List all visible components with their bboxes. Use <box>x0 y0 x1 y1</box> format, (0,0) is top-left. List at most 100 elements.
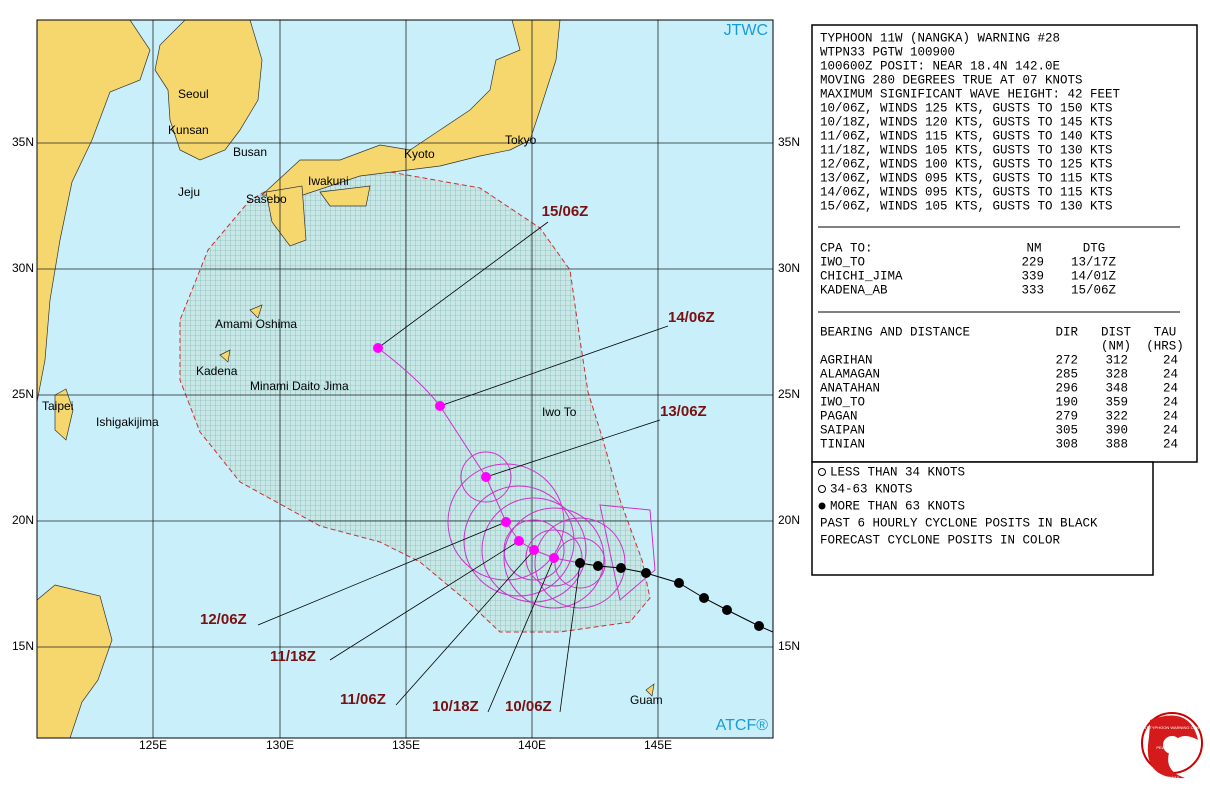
bearing-cell: 279 <box>1055 409 1078 423</box>
panel-line: WTPN33 PGTW 100900 <box>820 45 955 59</box>
info-panel <box>811 24 1198 463</box>
logo-text: PEARL HARBOR <box>1156 745 1187 750</box>
forecast-label: 11/18Z <box>270 648 316 665</box>
lat-label: 25N <box>12 387 34 401</box>
past-position <box>641 568 651 578</box>
panel-line: 10/06Z, WINDS 125 KTS, GUSTS TO 150 KTS <box>820 101 1113 115</box>
panel-line: 13/06Z, WINDS 095 KTS, GUSTS TO 115 KTS <box>820 171 1113 185</box>
place-label: Seoul <box>178 87 209 101</box>
bearing-cell: 24 <box>1163 423 1178 437</box>
legend-symbol <box>818 468 826 476</box>
bearing-cell: TINIAN <box>820 437 865 451</box>
logo <box>1141 712 1203 779</box>
bearing-cell: 348 <box>1105 381 1128 395</box>
bearing-cell: 285 <box>1055 367 1078 381</box>
leader-line <box>487 557 555 713</box>
cpa-header: DTG <box>1083 241 1106 255</box>
legend-symbol <box>818 485 826 493</box>
bearing-cell: ALAMAGAN <box>820 367 880 381</box>
panel-line: TYPHOON 11W (NANGKA) WARNING #28 <box>820 31 1060 45</box>
leader-line <box>485 419 661 478</box>
place-label: Iwakuni <box>308 174 349 188</box>
cpa-header: CPA TO: <box>820 241 873 255</box>
lat-label: 20N <box>12 513 34 527</box>
forecast-label: 12/06Z <box>200 611 247 628</box>
lon-label: 135E <box>392 738 420 752</box>
legend-line: PAST 6 HOURLY CYCLONE POSITS IN BLACK <box>820 516 1098 530</box>
legend-symbol <box>818 502 826 510</box>
place-label: Kyoto <box>404 147 435 161</box>
bearing-cell: 272 <box>1055 353 1078 367</box>
place-label: Jeju <box>178 185 200 199</box>
bearing-cell: 328 <box>1105 367 1128 381</box>
map <box>37 20 773 738</box>
forecast-label: 11/06Z <box>340 691 386 708</box>
lat-label: 35N <box>12 135 34 149</box>
cpa-cell: CHICHI_JIMA <box>820 269 903 283</box>
bearing-cell: 305 <box>1055 423 1078 437</box>
panel-line: 12/06Z, WINDS 100 KTS, GUSTS TO 125 KTS <box>820 157 1113 171</box>
legend-box <box>811 461 1154 576</box>
panel-line: 100600Z POSIT: NEAR 18.4N 142.0E <box>820 59 1060 73</box>
bearing-cell: 24 <box>1163 395 1178 409</box>
legend-line: LESS THAN 34 KNOTS <box>830 465 965 479</box>
lat-label: 35N <box>778 135 800 149</box>
leader-line <box>559 562 581 713</box>
forecast-position <box>529 545 539 555</box>
bearing-cell: AGRIHAN <box>820 353 873 367</box>
leader-line <box>257 521 507 626</box>
forecast-position <box>481 472 491 482</box>
panel-line: MAXIMUM SIGNIFICANT WAVE HEIGHT: 42 FEET <box>820 87 1121 101</box>
lat-label: 15N <box>778 639 800 653</box>
past-position <box>754 621 764 631</box>
cpa-cell: IWO_TO <box>820 255 865 269</box>
forecast-label: 14/06Z <box>668 309 715 326</box>
forecast-position <box>501 517 511 527</box>
forecast-position <box>435 401 445 411</box>
leader-line <box>377 221 549 349</box>
bearing-cell: 359 <box>1105 395 1128 409</box>
grid <box>37 20 773 738</box>
bearing-units: (HRS) <box>1146 339 1184 353</box>
panel-line: 10/18Z, WINDS 120 KTS, GUSTS TO 145 KTS <box>820 115 1113 129</box>
cpa-cell: 13/17Z <box>1071 255 1117 269</box>
legend-line: FORECAST CYCLONE POSITS IN COLOR <box>820 533 1061 547</box>
bearing-header: TAU <box>1154 325 1177 339</box>
leader-line <box>395 549 535 706</box>
bearing-header: DIR <box>1055 325 1078 339</box>
lon-label: 145E <box>644 738 672 752</box>
place-label: Busan <box>233 145 267 159</box>
map-border <box>36 19 774 739</box>
bearing-cell: 390 <box>1105 423 1128 437</box>
legend-line: 34-63 KNOTS <box>830 482 913 496</box>
past-position <box>722 605 732 615</box>
leader-line <box>329 540 520 661</box>
bearing-header: BEARING AND DISTANCE <box>820 325 970 339</box>
cpa-cell: 339 <box>1021 269 1044 283</box>
place-label: Amami Oshima <box>215 317 297 331</box>
forecast-position <box>373 343 383 353</box>
lon-label: 140E <box>518 738 546 752</box>
lat-label: 20N <box>778 513 800 527</box>
wind-radii <box>447 451 656 609</box>
place-label: Kadena <box>196 364 238 378</box>
logo-text: JOINT TYPHOON WARNING CENTER <box>1137 725 1207 730</box>
lon-label: 125E <box>139 738 167 752</box>
bearing-cell: 24 <box>1163 437 1178 451</box>
lat-label: 30N <box>12 261 34 275</box>
source-label: JTWC <box>724 22 768 39</box>
forecast-label: 10/18Z <box>432 698 479 715</box>
cpa-header: NM <box>1026 241 1041 255</box>
place-label: Kunsan <box>168 123 209 137</box>
bearing-cell: 24 <box>1163 381 1178 395</box>
lat-label: 15N <box>12 639 34 653</box>
bearing-cell: 190 <box>1055 395 1078 409</box>
bearing-cell: 24 <box>1163 367 1178 381</box>
bearing-cell: PAGAN <box>820 409 858 423</box>
danger-area <box>179 171 651 633</box>
legend-line: MORE THAN 63 KNOTS <box>830 499 965 513</box>
bearing-cell: 312 <box>1105 353 1128 367</box>
cpa-cell: 15/06Z <box>1071 283 1117 297</box>
place-label: Guam <box>630 693 663 707</box>
